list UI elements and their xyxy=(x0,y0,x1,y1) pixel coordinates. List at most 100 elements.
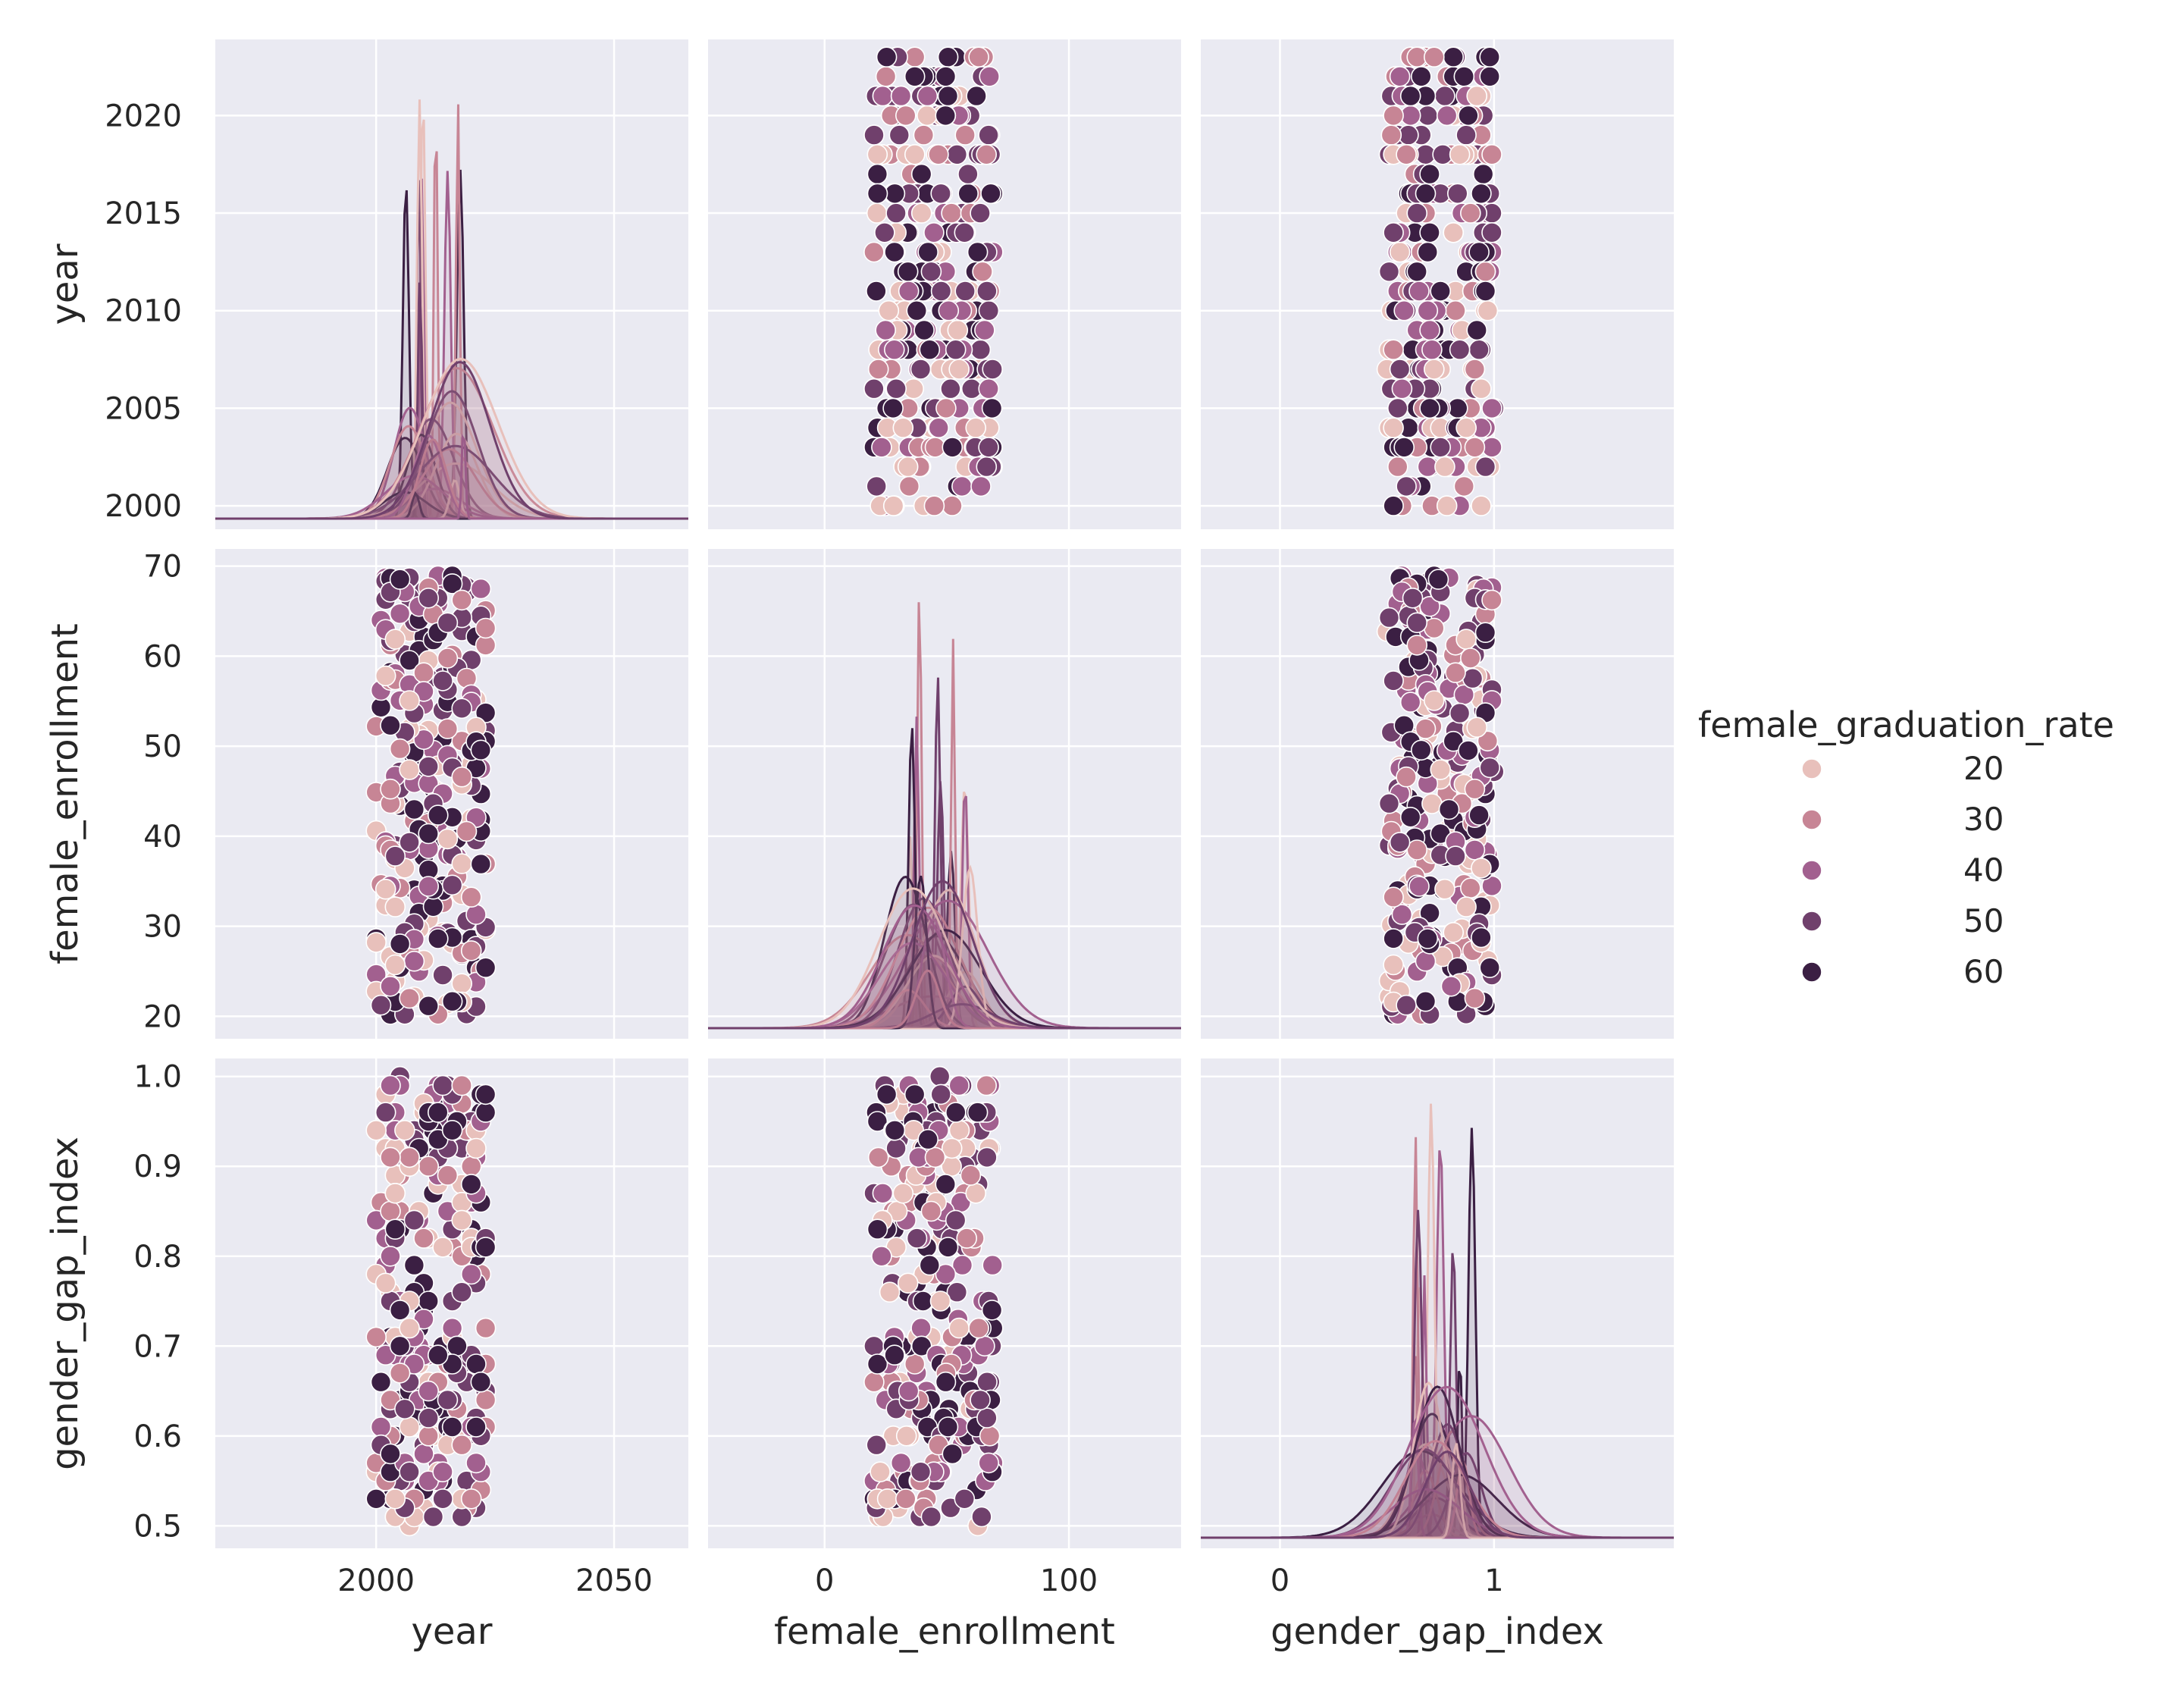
scatter-point xyxy=(475,957,497,978)
scatter-point xyxy=(866,144,888,165)
scatter-point xyxy=(930,1083,951,1105)
scatter-point xyxy=(470,578,492,600)
scatter-point xyxy=(465,1353,487,1375)
scatter-point xyxy=(384,954,406,976)
scatter-point xyxy=(451,698,473,720)
scatter-point xyxy=(1383,670,1404,691)
scatter-point xyxy=(451,1434,473,1456)
scatter-point xyxy=(370,1371,392,1393)
scatter-point xyxy=(475,1083,497,1105)
scatter-point xyxy=(976,1371,998,1393)
scatter-point xyxy=(465,1452,487,1474)
scatter-point xyxy=(976,1146,998,1168)
panel-marks xyxy=(863,1065,1004,1537)
scatter-point xyxy=(951,1254,973,1276)
scatter-point xyxy=(403,1254,425,1276)
scatter-point xyxy=(965,1183,986,1204)
scatter-point xyxy=(399,1416,420,1438)
scatter-point xyxy=(1455,124,1477,146)
scatter-point xyxy=(884,241,905,263)
scatter-point xyxy=(948,1074,970,1096)
scatter-point xyxy=(1383,495,1404,516)
scatter-point xyxy=(960,1165,982,1186)
legend-label: 30 xyxy=(1963,801,2004,838)
legend-marker xyxy=(1801,809,1822,830)
legend-label: 60 xyxy=(1963,953,2004,990)
kde-fill xyxy=(1201,1441,1674,1538)
kde-fill xyxy=(708,881,1181,1028)
kde-fill xyxy=(1201,1450,1674,1538)
scatter-point xyxy=(924,1146,946,1168)
kde-fill xyxy=(1201,1497,1674,1538)
y-tick-label: 0.9 xyxy=(133,1149,182,1184)
scatter-point xyxy=(1419,319,1440,341)
scatter-point xyxy=(1411,66,1432,87)
scatter-point xyxy=(380,714,401,736)
scatter-point xyxy=(1383,339,1404,361)
scatter-point xyxy=(970,475,992,497)
scatter-point xyxy=(965,417,986,439)
panel-marks xyxy=(863,46,1004,516)
scatter-point xyxy=(942,437,964,458)
x-tick-label: 0 xyxy=(1271,1563,1289,1598)
scatter-point xyxy=(374,665,396,687)
scatter-point xyxy=(942,495,963,516)
scatter-point xyxy=(1468,339,1490,361)
scatter-point xyxy=(935,1371,957,1393)
scatter-point xyxy=(1396,766,1417,788)
scatter-point xyxy=(1455,629,1477,650)
scatter-point xyxy=(418,1425,440,1447)
scatter-point xyxy=(871,437,892,458)
x-tick-label: 2000 xyxy=(337,1563,415,1598)
kde-fill xyxy=(215,434,688,519)
scatter-point xyxy=(876,1083,898,1105)
scatter-point xyxy=(872,1183,894,1204)
scatter-point xyxy=(928,417,949,439)
scatter-point xyxy=(935,1263,957,1285)
scatter-point xyxy=(954,281,976,302)
kde-fill xyxy=(215,475,688,519)
scatter-point xyxy=(1417,928,1439,949)
scatter-point xyxy=(910,163,932,185)
scatter-point xyxy=(974,319,995,341)
scatter-point xyxy=(399,987,420,1009)
kde-fill xyxy=(708,942,1181,1028)
scatter-point xyxy=(867,1146,889,1168)
scatter-point xyxy=(1471,927,1492,949)
scatter-point xyxy=(432,1237,453,1258)
scatter-point xyxy=(1455,417,1477,439)
scatter-point xyxy=(875,66,897,87)
scatter-point xyxy=(384,1183,406,1204)
scatter-point xyxy=(917,105,938,127)
scatter-point xyxy=(890,1452,912,1474)
scatter-point xyxy=(460,940,482,961)
scatter-point xyxy=(981,1300,1003,1321)
scatter-point xyxy=(1415,718,1437,739)
scatter-point xyxy=(1389,832,1411,853)
scatter-point xyxy=(1408,876,1430,897)
scatter-point xyxy=(874,221,895,243)
panel-year-vs-female_enrollment xyxy=(708,39,1181,529)
scatter-point xyxy=(399,1317,420,1339)
y-tick-label: 0.8 xyxy=(133,1240,182,1275)
scatter-point xyxy=(475,702,497,723)
scatter-point xyxy=(885,1137,907,1159)
kde-fill xyxy=(215,368,688,519)
scatter-point xyxy=(384,896,406,917)
y-tick-label: 2010 xyxy=(105,294,182,329)
scatter-point xyxy=(1436,105,1458,127)
scatter-point xyxy=(976,456,998,478)
kde-fill xyxy=(708,930,1181,1028)
scatter-point xyxy=(1464,437,1486,458)
scatter-point xyxy=(919,1254,941,1276)
scatter-point xyxy=(451,589,473,611)
panel-gender_gap_index-vs-year xyxy=(215,1058,688,1548)
kde-fill xyxy=(215,449,688,519)
scatter-point xyxy=(910,359,932,380)
scatter-point xyxy=(976,144,997,165)
scatter-point xyxy=(978,437,999,458)
scatter-point xyxy=(897,456,919,478)
scatter-point xyxy=(957,183,979,205)
scatter-point xyxy=(1396,475,1417,497)
scatter-point xyxy=(1393,437,1415,458)
